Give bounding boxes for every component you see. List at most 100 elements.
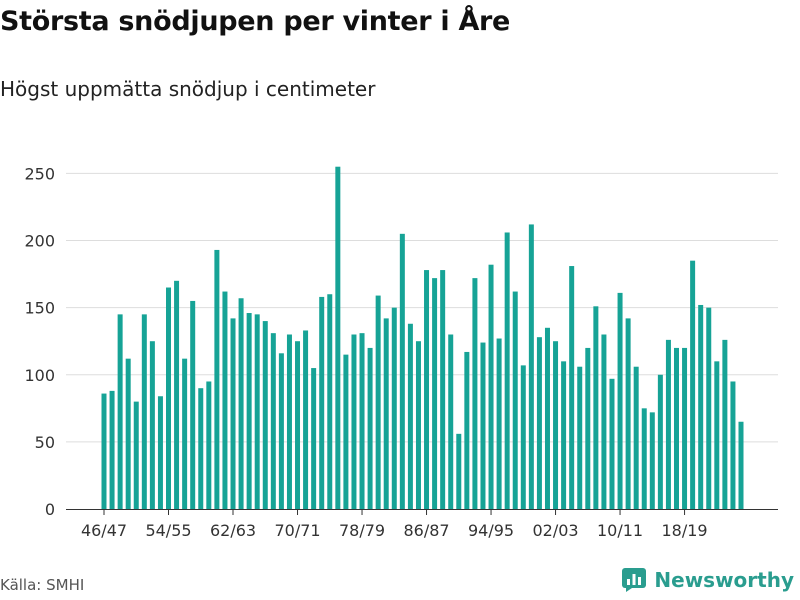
bar bbox=[198, 388, 204, 509]
x-tick-label: 78/79 bbox=[339, 521, 385, 540]
bar bbox=[657, 374, 663, 509]
bar bbox=[327, 294, 333, 509]
bar bbox=[182, 358, 188, 509]
bar bbox=[391, 307, 397, 509]
bar bbox=[375, 295, 381, 509]
bar bbox=[246, 313, 252, 509]
bar bbox=[609, 378, 615, 509]
bar-chart-logo-icon bbox=[622, 568, 647, 592]
bar bbox=[633, 366, 639, 509]
bar bbox=[673, 347, 679, 509]
bar bbox=[270, 333, 276, 509]
bar bbox=[190, 300, 196, 509]
x-tick-label: 18/19 bbox=[662, 521, 708, 540]
bar bbox=[665, 339, 671, 509]
bar bbox=[133, 401, 139, 509]
bar bbox=[472, 278, 478, 509]
bar bbox=[544, 327, 550, 509]
brand-logo: Newsworthy bbox=[622, 568, 794, 592]
x-tick-label: 02/03 bbox=[532, 521, 578, 540]
x-tick-label: 62/63 bbox=[210, 521, 256, 540]
bar bbox=[335, 166, 341, 509]
bar bbox=[722, 339, 728, 509]
bar bbox=[174, 280, 180, 509]
bar bbox=[415, 341, 421, 509]
bar bbox=[553, 341, 559, 509]
bar bbox=[504, 232, 510, 509]
source-note: Källa: SMHI bbox=[0, 576, 85, 594]
bar bbox=[448, 334, 454, 509]
bar bbox=[343, 354, 349, 509]
bar bbox=[367, 347, 373, 509]
y-tick-label: 250 bbox=[24, 164, 55, 183]
bar bbox=[625, 318, 631, 509]
bar bbox=[125, 358, 131, 509]
chart-title: Största snödjupen per vinter i Åre bbox=[0, 6, 511, 37]
y-tick-label: 200 bbox=[24, 232, 55, 251]
bars bbox=[101, 166, 744, 510]
bar bbox=[432, 278, 438, 509]
bar bbox=[561, 361, 567, 509]
bar bbox=[682, 347, 688, 509]
bar bbox=[601, 334, 607, 509]
bar bbox=[214, 249, 220, 509]
bar bbox=[649, 412, 655, 509]
bar bbox=[303, 330, 309, 509]
bar bbox=[496, 338, 502, 509]
bar bbox=[117, 314, 123, 509]
bar bbox=[238, 298, 244, 509]
x-tick-label: 54/55 bbox=[145, 521, 191, 540]
bar bbox=[730, 381, 736, 509]
bar bbox=[706, 307, 712, 509]
chart-subtitle: Högst uppmätta snödjup i centimeter bbox=[0, 77, 376, 101]
bar bbox=[262, 321, 268, 509]
bar bbox=[424, 270, 430, 509]
bar bbox=[464, 351, 470, 509]
bar bbox=[528, 224, 534, 509]
bar bbox=[109, 390, 115, 509]
bar bbox=[714, 361, 720, 509]
bar bbox=[383, 318, 389, 509]
bar bbox=[149, 341, 155, 509]
x-tick-label: 86/87 bbox=[403, 521, 449, 540]
y-tick-label: 50 bbox=[35, 433, 55, 452]
y-tick-label: 100 bbox=[24, 366, 55, 385]
gridlines bbox=[66, 172, 778, 443]
bar bbox=[101, 393, 107, 509]
bar bbox=[166, 287, 172, 509]
bar bbox=[593, 306, 599, 509]
bar bbox=[230, 318, 236, 509]
bar bbox=[351, 334, 357, 509]
bar bbox=[738, 421, 744, 509]
x-tick-label: 70/71 bbox=[274, 521, 320, 540]
bar bbox=[399, 233, 405, 510]
bar bbox=[311, 368, 317, 509]
bar bbox=[480, 342, 486, 509]
x-tick-label: 46/47 bbox=[81, 521, 127, 540]
bar bbox=[520, 365, 526, 509]
bar bbox=[585, 347, 591, 509]
bar bbox=[359, 333, 365, 509]
y-tick-label: 0 bbox=[45, 500, 55, 519]
bar bbox=[569, 266, 575, 509]
axes: 0 50 100 150 200 250 46/47 54/55 62/63 70/71 78/79… bbox=[24, 164, 778, 540]
bar bbox=[286, 334, 292, 509]
y-tick-label: 150 bbox=[24, 299, 55, 318]
bar bbox=[577, 366, 583, 509]
brand-name: Newsworthy bbox=[654, 568, 794, 592]
bar bbox=[141, 314, 147, 509]
bar bbox=[456, 433, 462, 509]
bar bbox=[157, 396, 163, 509]
bar bbox=[698, 304, 704, 509]
x-tick-label: 10/11 bbox=[597, 521, 643, 540]
bar bbox=[319, 296, 325, 509]
bar bbox=[641, 408, 647, 509]
bar bbox=[512, 291, 518, 509]
bar bbox=[617, 292, 623, 509]
bar bbox=[295, 341, 301, 509]
bar bbox=[440, 270, 446, 509]
bar bbox=[254, 314, 260, 509]
bar bbox=[407, 323, 413, 509]
bar bbox=[222, 291, 228, 509]
